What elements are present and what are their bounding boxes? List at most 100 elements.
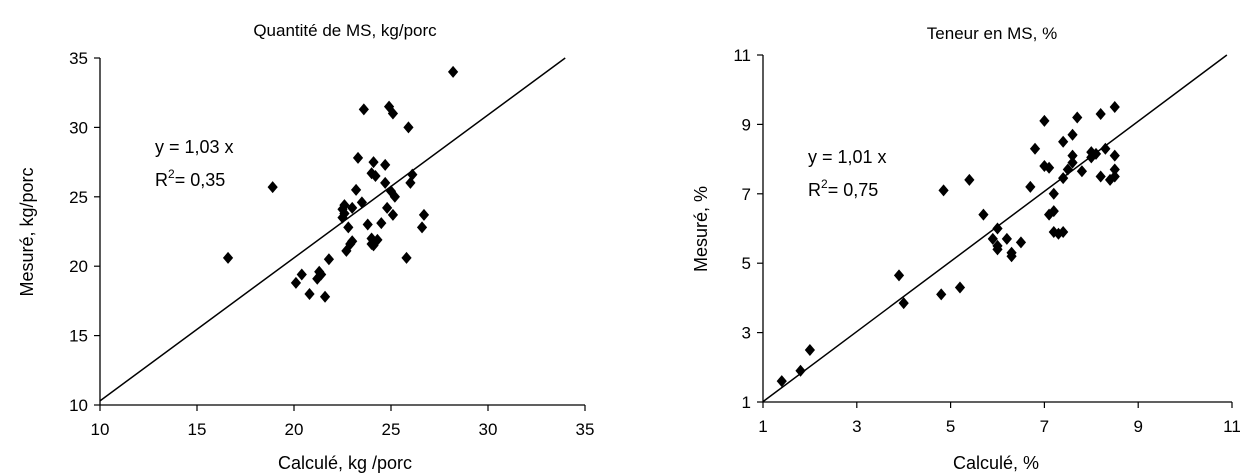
chart-1-x-tick-label: 15 <box>188 420 207 439</box>
chart-1-data-point <box>343 221 354 234</box>
chart-2-data-point <box>1072 111 1083 124</box>
chart-1-data-point <box>387 107 399 120</box>
chart-dry-matter-quantity: 10 15 20 25 30 35 10 15 20 25 30 35 Quantité de MS, … <box>17 21 594 473</box>
chart-2-data-point <box>964 173 975 186</box>
chart-2-data-point <box>1095 107 1106 120</box>
chart-1-y-tick-label: 10 <box>69 396 88 415</box>
chart-1-data-point <box>380 158 391 171</box>
chart-1-y-tick-label: 35 <box>69 49 88 68</box>
chart-2-x-tick-label: 5 <box>946 417 955 436</box>
chart-1-data-point <box>222 251 234 264</box>
chart-2-x-tick-label: 9 <box>1133 417 1142 436</box>
chart-2-r-squared: R2= 0,75 <box>808 177 878 200</box>
chart-1-data-point <box>362 218 373 231</box>
chart-1-data-point <box>368 156 379 169</box>
chart-2-y-tick-label: 5 <box>742 254 751 273</box>
chart-1-data-point <box>389 190 400 203</box>
chart-1-data-point <box>352 151 364 164</box>
chart-2-y-tick-label: 11 <box>733 46 751 65</box>
chart-2-data-point <box>804 343 815 356</box>
chart-2-data-point <box>1053 227 1064 240</box>
chart-1-regression-line <box>99 57 566 402</box>
chart-2-x-tick-label: 1 <box>758 417 767 436</box>
chart-1-data-point <box>358 103 369 116</box>
chart-2-data-point <box>1095 170 1106 183</box>
chart-1-data-point <box>312 272 323 285</box>
chart-2-x-axis-title: Calculé, % <box>953 453 1039 473</box>
chart-1-data-point <box>370 169 381 182</box>
chart-1-x-tick-label: 10 <box>91 420 110 439</box>
chart-1-data-point <box>405 176 416 189</box>
chart-1-data-point <box>382 201 393 214</box>
chart-2-data-point <box>954 281 966 294</box>
chart-2-data-point <box>1109 149 1120 162</box>
chart-2-data-point <box>776 375 787 388</box>
chart-2-data-point <box>898 297 909 310</box>
chart-2-data-point <box>893 269 905 282</box>
chart-1-equation: y = 1,03 x <box>155 137 234 157</box>
chart-1-data-point <box>339 199 350 212</box>
chart-2-x-tick-label: 7 <box>1040 417 1049 436</box>
chart-2-y-tick-label: 9 <box>742 115 751 134</box>
chart-1-data-point <box>366 232 377 245</box>
chart-2-y-axis-title: Mesuré, % <box>691 186 711 272</box>
chart-1-data-point <box>347 235 358 248</box>
chart-2-x-tick-label: 11 <box>1223 417 1241 436</box>
chart-1-x-tick-label: 30 <box>479 420 498 439</box>
chart-1-data-point <box>304 287 315 300</box>
chart-1-data-point <box>366 167 377 180</box>
chart-2-data-point <box>1001 232 1012 245</box>
chart-1-y-tick-label: 15 <box>69 327 88 346</box>
chart-1-y-tick-label: 20 <box>69 257 88 276</box>
chart-2-data-point <box>1006 250 1017 263</box>
chart-1-y-tick-label: 25 <box>69 188 88 207</box>
chart-2-data-point <box>1058 135 1069 148</box>
chart-2-data-point <box>1048 205 1059 218</box>
chart-2-data-point <box>1109 170 1120 183</box>
chart-2-equation: y = 1,01 x <box>808 147 887 167</box>
chart-1-data-point <box>368 239 379 252</box>
chart-1-y-tick-label: 30 <box>69 118 88 137</box>
chart-1-data-point <box>290 276 302 289</box>
chart-2-data-point <box>1048 225 1059 238</box>
chart-1-data-point <box>418 208 430 221</box>
chart-2-data-point <box>1039 114 1050 127</box>
chart-1-data-point <box>323 253 335 266</box>
chart-2-data-point <box>992 222 1003 235</box>
chart-1-data-point <box>380 176 391 189</box>
chart-2-y-tick-label: 3 <box>742 324 751 343</box>
chart-2-data-point <box>1067 149 1078 162</box>
chart-1-data-point <box>319 290 331 303</box>
chart-1-data-point <box>347 201 358 214</box>
chart-2-data-point <box>1076 165 1088 178</box>
chart-1-title: Quantité de MS, kg/porc <box>253 21 437 40</box>
chart-1-data-point <box>407 168 418 181</box>
chart-2-data-point <box>1043 161 1055 174</box>
chart-2-data-point <box>978 208 989 221</box>
chart-2-data-point <box>1100 142 1111 155</box>
chart-2-data-point <box>1062 163 1073 176</box>
chart-2-data-point <box>1058 172 1069 185</box>
chart-2-data-point <box>795 364 806 377</box>
chart-2-title: Teneur en MS, % <box>927 24 1057 43</box>
chart-1-data-point <box>372 233 383 246</box>
chart-2-data-point <box>936 288 947 301</box>
chart-1-data-point <box>447 65 459 78</box>
chart-2-x-tick-label: 3 <box>852 417 861 436</box>
chart-1-data-point <box>416 221 428 234</box>
chart-2-data-point <box>992 243 1003 256</box>
chart-2-data-point <box>1067 156 1078 169</box>
chart-2-data-point <box>1058 225 1069 238</box>
chart-1-x-tick-label: 25 <box>382 420 401 439</box>
chart-1-data-point <box>356 196 367 209</box>
chart-2-data-point <box>1025 180 1036 193</box>
chart-1-data-point <box>316 268 327 281</box>
chart-2-data-point <box>1109 163 1120 176</box>
chart-2-data-point <box>1109 101 1120 114</box>
chart-2-data-point <box>1029 142 1041 155</box>
chart-1-data-point <box>296 268 307 281</box>
chart-2-data-point <box>987 232 998 245</box>
